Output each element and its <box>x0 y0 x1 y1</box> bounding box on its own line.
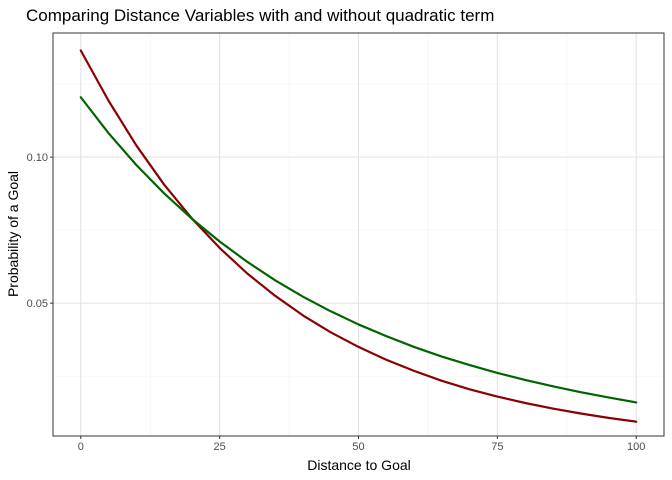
x-tick-label: 50 <box>352 441 364 453</box>
x-axis-title: Distance to Goal <box>307 457 411 473</box>
series-layer <box>79 49 638 423</box>
series-line-2 <box>79 96 638 404</box>
y-tick-label: 0.05 <box>27 298 48 310</box>
x-tick-label: 75 <box>491 441 503 453</box>
x-tick-label: 0 <box>78 441 84 453</box>
y-axis: 0.05 0.10 <box>27 152 53 310</box>
x-axis: 0 25 50 75 100 <box>78 436 645 453</box>
chart-title: Comparing Distance Variables with and wi… <box>26 6 494 25</box>
series-line-1 <box>79 49 638 423</box>
y-axis-title: Probability of a Goal <box>5 171 21 297</box>
x-tick-label: 100 <box>627 441 645 453</box>
gridlines <box>53 33 664 436</box>
x-tick-label: 25 <box>214 441 226 453</box>
y-tick-label: 0.10 <box>27 152 48 164</box>
